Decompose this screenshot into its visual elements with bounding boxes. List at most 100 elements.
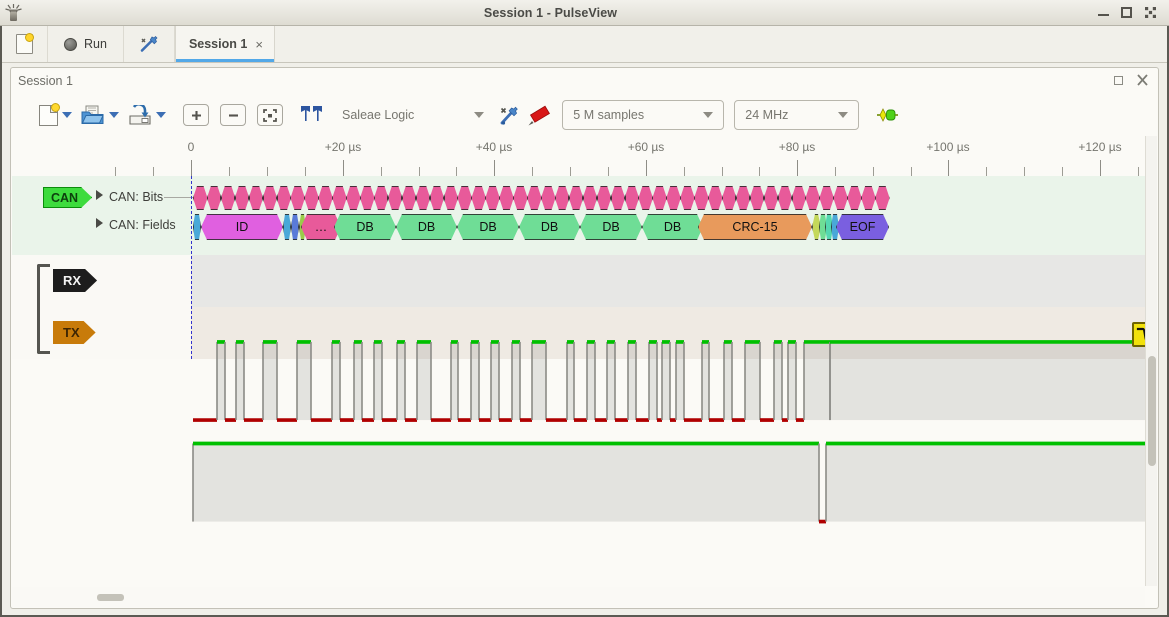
maximize-button[interactable]: [1121, 7, 1132, 18]
zoom-in-button[interactable]: [183, 104, 209, 126]
annotation-bit-cell[interactable]: [541, 186, 556, 210]
annotation-bit-cell[interactable]: [875, 186, 890, 210]
annotation-bit-cell[interactable]: [736, 186, 751, 210]
annotation-bit-cell[interactable]: [471, 186, 486, 210]
annotation-field[interactable]: [819, 214, 827, 240]
tools-button[interactable]: [124, 26, 175, 62]
annotation-field[interactable]: [831, 214, 839, 240]
annotation-bit-cell[interactable]: [805, 186, 820, 210]
annotation-bit-cell[interactable]: [652, 186, 667, 210]
annotation-bit-cell[interactable]: [513, 186, 528, 210]
new-session-dropdown-arrow[interactable]: [62, 112, 72, 118]
decoder-row-label-bits[interactable]: CAN: Bits: [96, 190, 163, 204]
zoom-fit-button[interactable]: [257, 104, 283, 126]
tab-close-icon[interactable]: ×: [255, 36, 263, 52]
annotation-field-id[interactable]: ID: [201, 214, 283, 240]
annotation-bit-cell[interactable]: [625, 186, 640, 210]
annotation-bit-cell[interactable]: [680, 186, 695, 210]
probe-button[interactable]: [526, 103, 552, 127]
annotation-bit-cell[interactable]: [388, 186, 403, 210]
annotation-field[interactable]: [283, 214, 291, 240]
h-scroll-thumb[interactable]: [97, 594, 124, 601]
annotation-bit-cell[interactable]: [430, 186, 445, 210]
annotation-bit-cell[interactable]: [597, 186, 612, 210]
sample-rate-dropdown-arrow[interactable]: [838, 112, 849, 118]
annotation-bit-cell[interactable]: [416, 186, 431, 210]
save-dropdown-arrow[interactable]: [156, 112, 166, 118]
minimize-button[interactable]: [1098, 9, 1109, 16]
sample-count-selector[interactable]: 5 M samples: [562, 100, 725, 130]
annotation-bit-cell[interactable]: [611, 186, 626, 210]
expander-triangle-icon[interactable]: [96, 190, 103, 200]
annotation-bit-cell[interactable]: [263, 186, 278, 210]
v-scroll-thumb[interactable]: [1148, 356, 1156, 466]
annotation-bit-cell[interactable]: [792, 186, 807, 210]
close-button[interactable]: [1144, 6, 1157, 19]
annotation-bit-cell[interactable]: [708, 186, 723, 210]
sample-rate-selector[interactable]: 24 MHz: [734, 100, 860, 130]
annotation-bit-cell[interactable]: [722, 186, 737, 210]
trigger-cursor-line[interactable]: [191, 176, 192, 359]
annotation-bit-cell[interactable]: [819, 186, 834, 210]
annotation-bit-cell[interactable]: [332, 186, 347, 210]
annotation-bit-cell[interactable]: [666, 186, 681, 210]
annotation-bit-cell[interactable]: [555, 186, 570, 210]
annotation-bit-cell[interactable]: [778, 186, 793, 210]
dock-float-button[interactable]: [1114, 76, 1123, 85]
annotation-field-db[interactable]: DB: [580, 214, 642, 240]
tab-session-1[interactable]: Session 1 ×: [174, 26, 275, 62]
annotation-field-db[interactable]: DB: [519, 214, 580, 240]
annotation-bit-cell[interactable]: [583, 186, 598, 210]
annotation-field-db[interactable]: DB: [334, 214, 396, 240]
annotation-bit-cell[interactable]: [457, 186, 472, 210]
new-session-toolbar-button[interactable]: [2, 26, 48, 62]
annotation-field-eof[interactable]: EOF: [836, 214, 889, 240]
annotation-field[interactable]: [291, 214, 299, 240]
annotation-bit-cell[interactable]: [638, 186, 653, 210]
expander-triangle-icon[interactable]: [96, 218, 103, 228]
annotation-bit-cell[interactable]: [318, 186, 333, 210]
channel-badge-tx[interactable]: TX: [53, 321, 96, 344]
channel-badge-rx[interactable]: RX: [53, 269, 97, 292]
dock-close-button[interactable]: [1136, 73, 1149, 92]
trigger-setup-button[interactable]: [875, 107, 899, 123]
vertical-scrollbar[interactable]: [1145, 136, 1157, 586]
decoder-badge-can[interactable]: CAN: [43, 187, 92, 208]
show-cursors-button[interactable]: [298, 104, 326, 126]
annotation-bit-cell[interactable]: [304, 186, 319, 210]
annotation-bit-cell[interactable]: [374, 186, 389, 210]
open-file-button[interactable]: [81, 105, 105, 126]
annotation-bit-cell[interactable]: [764, 186, 779, 210]
new-session-button[interactable]: [39, 102, 60, 126]
horizontal-scrollbar[interactable]: [12, 587, 1145, 607]
annotation-field-db[interactable]: DB: [642, 214, 703, 240]
annotation-field-db[interactable]: DB: [457, 214, 519, 240]
annotation-bit-cell[interactable]: [499, 186, 514, 210]
annotation-bit-cell[interactable]: [750, 186, 765, 210]
configure-channels-button[interactable]: [498, 103, 522, 127]
annotation-bit-cell[interactable]: [847, 186, 862, 210]
annotation-field-db[interactable]: DB: [396, 214, 457, 240]
annotation-bit-cell[interactable]: [360, 186, 375, 210]
annotation-bit-cell[interactable]: [569, 186, 584, 210]
annotation-field-crc-15[interactable]: CRC-15: [698, 214, 812, 240]
annotation-bit-cell[interactable]: [527, 186, 542, 210]
time-ruler[interactable]: 0 +20 µs +40 µs +60 µs +80 µs +100 µs +1…: [12, 136, 1157, 176]
run-button[interactable]: Run: [48, 26, 124, 62]
device-selector[interactable]: Saleae Logic: [342, 100, 485, 130]
annotation-field[interactable]: [825, 214, 833, 240]
annotation-bit-cell[interactable]: [235, 186, 250, 210]
annotation-field[interactable]: [193, 214, 201, 240]
save-button[interactable]: [128, 102, 152, 126]
sample-count-dropdown-arrow[interactable]: [703, 112, 714, 118]
annotation-bit-cell[interactable]: [277, 186, 292, 210]
decoder-row-label-fields[interactable]: CAN: Fields: [96, 218, 176, 232]
zoom-out-button[interactable]: [220, 104, 246, 126]
annotation-bit-cell[interactable]: [346, 186, 361, 210]
annotation-bit-cell[interactable]: [833, 186, 848, 210]
annotation-bit-cell[interactable]: [207, 186, 222, 210]
annotation-bit-cell[interactable]: [402, 186, 417, 210]
annotation-bit-cell[interactable]: [861, 186, 876, 210]
annotation-bit-cell[interactable]: [444, 186, 459, 210]
annotation-bit-cell[interactable]: [290, 186, 305, 210]
